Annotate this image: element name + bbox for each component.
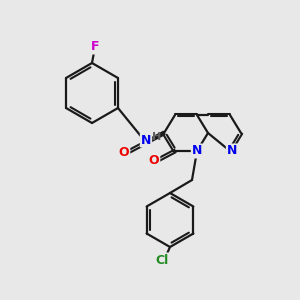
Text: N: N	[192, 145, 202, 158]
Text: F: F	[91, 40, 99, 53]
Text: O: O	[149, 154, 159, 166]
Text: H: H	[152, 132, 162, 142]
Text: Cl: Cl	[155, 254, 169, 266]
Text: N: N	[141, 134, 151, 146]
Text: O: O	[119, 146, 129, 158]
Text: N: N	[227, 145, 237, 158]
